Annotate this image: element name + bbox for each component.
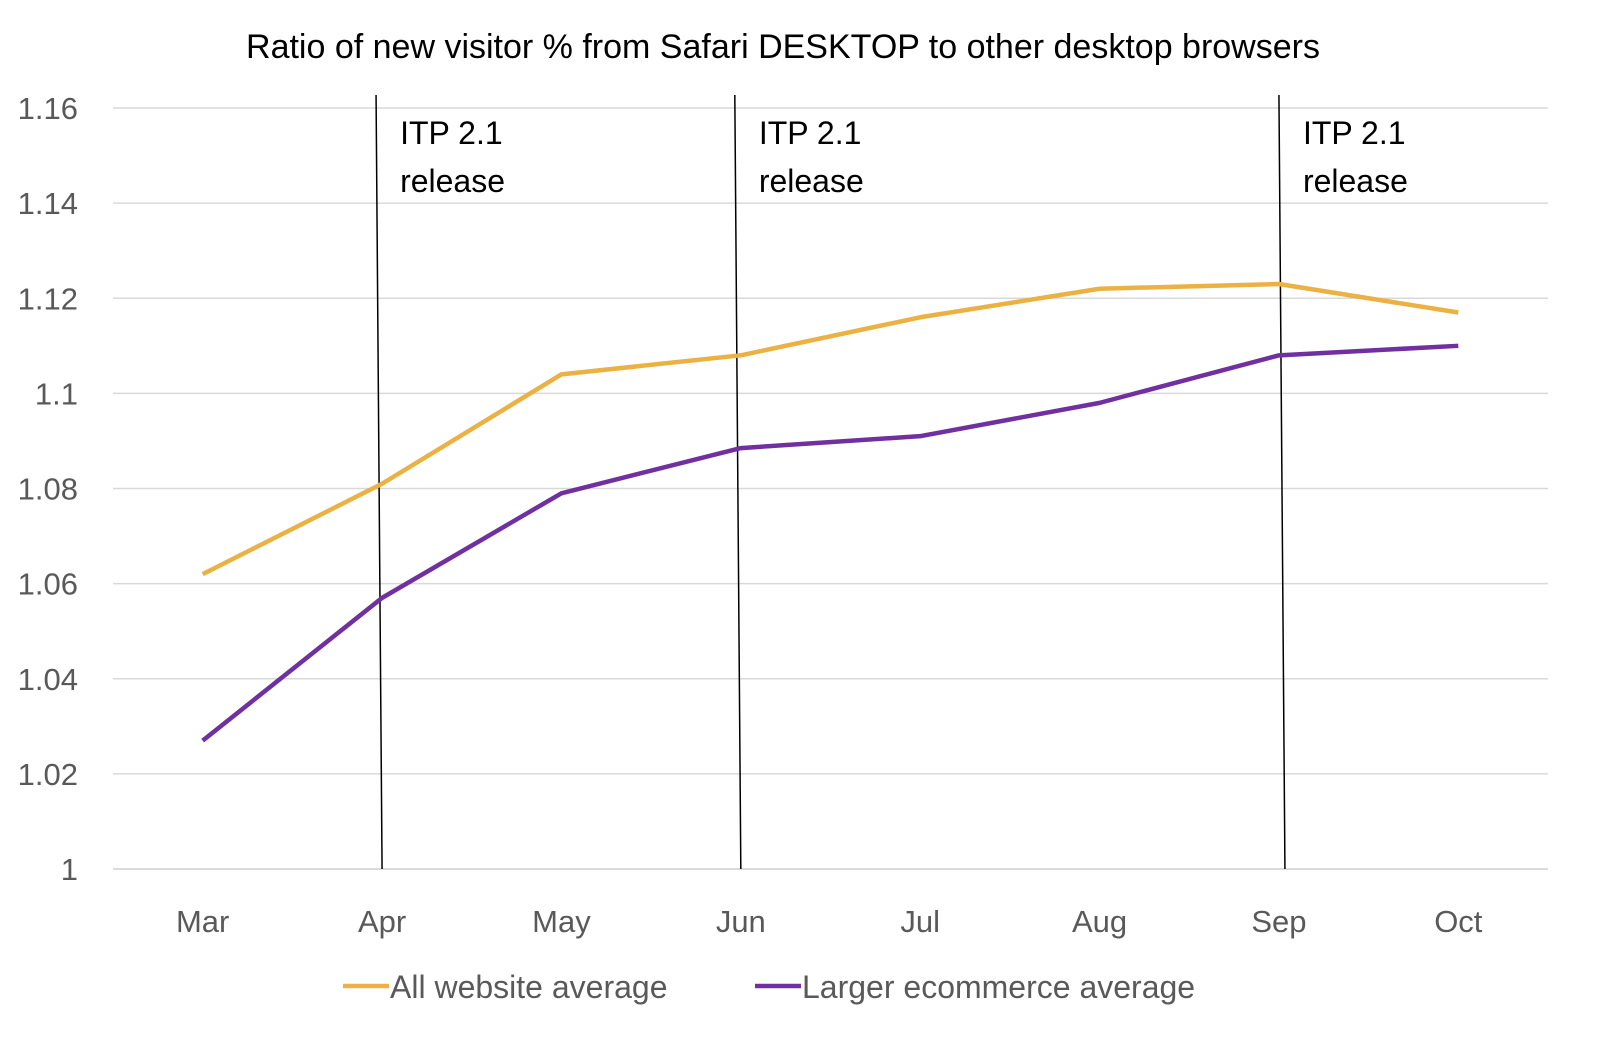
annotation-label-line2: release bbox=[1303, 163, 1408, 199]
legend-label: Larger ecommerce average bbox=[802, 969, 1195, 1005]
annotation-label-line1: ITP 2.1 bbox=[1303, 115, 1406, 151]
y-tick-label: 1.1 bbox=[35, 376, 78, 411]
x-tick-label: Oct bbox=[1434, 904, 1483, 939]
annotation-label-line1: ITP 2.1 bbox=[400, 115, 503, 151]
x-tick-label: Mar bbox=[176, 904, 229, 939]
series-line-0 bbox=[203, 284, 1459, 574]
annotation-line bbox=[735, 95, 741, 869]
x-tick-label: Jul bbox=[900, 904, 940, 939]
legend-label: All website average bbox=[390, 969, 667, 1005]
annotation-label-line2: release bbox=[400, 163, 505, 199]
annotation-label-line1: ITP 2.1 bbox=[759, 115, 862, 151]
y-tick-label: 1.08 bbox=[18, 472, 78, 507]
y-tick-label: 1.02 bbox=[18, 757, 78, 792]
y-tick-label: 1.14 bbox=[18, 186, 78, 221]
x-tick-label: May bbox=[532, 904, 591, 939]
y-tick-label: 1.04 bbox=[18, 662, 78, 697]
series-line-1 bbox=[203, 346, 1459, 741]
y-tick-label: 1.16 bbox=[18, 91, 78, 126]
y-tick-label: 1.06 bbox=[18, 567, 78, 602]
y-tick-label: 1.12 bbox=[18, 281, 78, 316]
x-tick-label: Apr bbox=[358, 904, 406, 939]
x-tick-label: Jun bbox=[716, 904, 766, 939]
x-tick-label: Sep bbox=[1251, 904, 1306, 939]
annotation-label-line2: release bbox=[759, 163, 864, 199]
y-tick-label: 1 bbox=[61, 852, 78, 887]
annotation-line bbox=[1279, 95, 1285, 869]
chart-title: Ratio of new visitor % from Safari DESKT… bbox=[246, 28, 1320, 66]
x-tick-label: Aug bbox=[1072, 904, 1127, 939]
